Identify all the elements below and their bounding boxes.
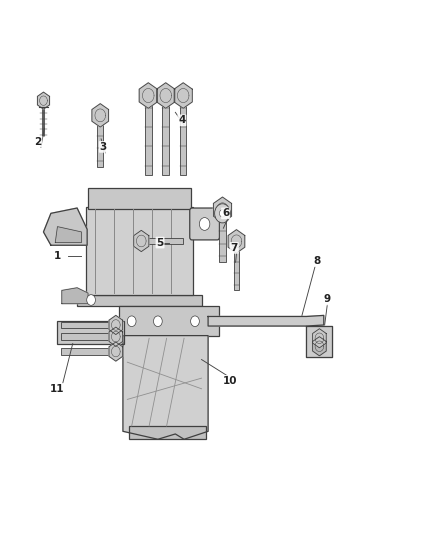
Circle shape: [153, 316, 162, 327]
Circle shape: [313, 335, 325, 349]
FancyBboxPatch shape: [61, 349, 113, 355]
Circle shape: [191, 316, 199, 327]
Text: 11: 11: [50, 384, 65, 394]
Polygon shape: [174, 83, 192, 108]
Polygon shape: [109, 327, 123, 346]
Polygon shape: [139, 83, 157, 108]
FancyBboxPatch shape: [57, 321, 124, 344]
Circle shape: [199, 217, 210, 230]
Circle shape: [215, 204, 230, 223]
Polygon shape: [92, 103, 109, 127]
FancyBboxPatch shape: [86, 207, 193, 295]
Polygon shape: [313, 329, 326, 348]
FancyBboxPatch shape: [162, 99, 169, 175]
FancyBboxPatch shape: [61, 334, 113, 340]
FancyBboxPatch shape: [61, 322, 113, 328]
FancyBboxPatch shape: [88, 188, 191, 209]
Polygon shape: [134, 230, 149, 252]
FancyBboxPatch shape: [97, 118, 103, 166]
FancyBboxPatch shape: [145, 238, 183, 245]
Polygon shape: [213, 197, 232, 223]
Polygon shape: [228, 230, 245, 253]
Polygon shape: [109, 316, 123, 335]
Polygon shape: [123, 336, 208, 439]
Polygon shape: [37, 92, 49, 109]
Circle shape: [127, 316, 136, 327]
Text: 9: 9: [324, 294, 331, 304]
Circle shape: [87, 295, 95, 305]
Text: 10: 10: [223, 376, 237, 386]
Text: 6: 6: [222, 208, 229, 219]
Polygon shape: [55, 227, 81, 243]
Polygon shape: [62, 288, 88, 304]
Text: 1: 1: [54, 251, 61, 261]
Polygon shape: [43, 208, 87, 245]
Text: 7: 7: [230, 243, 238, 253]
Circle shape: [219, 209, 226, 217]
Polygon shape: [157, 83, 175, 108]
FancyBboxPatch shape: [180, 99, 187, 175]
Text: 5: 5: [156, 238, 164, 247]
FancyBboxPatch shape: [130, 426, 206, 439]
FancyBboxPatch shape: [219, 213, 226, 262]
Text: 4: 4: [178, 115, 186, 125]
FancyBboxPatch shape: [77, 295, 201, 306]
Polygon shape: [306, 326, 332, 357]
FancyBboxPatch shape: [145, 99, 152, 175]
Text: 3: 3: [100, 142, 107, 152]
FancyBboxPatch shape: [119, 306, 219, 336]
Polygon shape: [313, 337, 326, 356]
FancyBboxPatch shape: [190, 208, 219, 240]
Text: 2: 2: [34, 136, 42, 147]
Text: 8: 8: [314, 256, 321, 266]
FancyBboxPatch shape: [233, 244, 239, 290]
Polygon shape: [208, 316, 324, 326]
Polygon shape: [109, 342, 123, 361]
